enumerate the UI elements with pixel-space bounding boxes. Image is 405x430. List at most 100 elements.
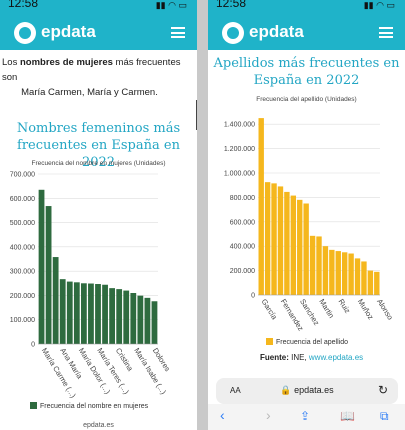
- legend-label: Frecuencia del nombre en mujeres: [40, 403, 149, 410]
- chart-title-line: Apellidos más frecuentes en: [213, 56, 400, 71]
- brand-name[interactable]: epdata: [41, 22, 96, 41]
- status-time: 12:58: [216, 0, 247, 10]
- legend[interactable]: Frecuencia del nombre en mujeres: [30, 402, 148, 410]
- address-bar[interactable]: AA 🔒 epdata.es ↻: [216, 378, 398, 404]
- y-axis-label: Frecuencia del nombre en mujeres (Unidad…: [31, 160, 166, 167]
- bar[interactable]: [341, 252, 348, 295]
- x-tick-label: García: [260, 297, 280, 322]
- x-tick-label: Muñoz: [356, 297, 376, 321]
- scroll-indicator[interactable]: [196, 100, 197, 130]
- bar[interactable]: [88, 283, 94, 344]
- intro-post: más frecuentes son: [2, 57, 181, 83]
- intro-bold: nombres de mujeres: [19, 57, 113, 68]
- address-url[interactable]: 🔒 epdata.es: [280, 385, 334, 395]
- bar[interactable]: [374, 271, 380, 295]
- bar[interactable]: [73, 282, 80, 344]
- y-axis-label: Frecuencia del apellido (Unidades): [256, 96, 357, 103]
- y-tick-label: 0: [251, 293, 255, 300]
- right-phone-screen: 12:58 ▮▮ ◠ ▭ epdata Apellidos más frecue…: [208, 0, 405, 430]
- bar[interactable]: [264, 182, 271, 295]
- bar[interactable]: [271, 183, 277, 295]
- chart-title-surnames: Apellidos más frecuentes en España en 20…: [208, 55, 405, 89]
- intro-line2: María Carmen, María y Carmen.: [21, 87, 158, 98]
- book-icon[interactable]: 📖: [340, 409, 355, 423]
- brand-name[interactable]: epdata: [249, 22, 304, 41]
- y-tick-label: 1.200.000: [224, 146, 255, 153]
- y-tick-label: 400.000: [230, 244, 255, 251]
- chart-title-line: Nombres femeninos más: [16, 121, 181, 136]
- bar[interactable]: [116, 289, 123, 344]
- hamburger-icon[interactable]: [379, 27, 393, 38]
- y-tick-label: 1.400.000: [224, 122, 255, 129]
- x-tick-label: Alonso: [375, 297, 395, 321]
- bar[interactable]: [361, 261, 367, 295]
- chart-title-names: Nombres femeninos más frecuentes en Espa…: [0, 120, 197, 171]
- bar[interactable]: [102, 284, 108, 344]
- y-tick-label: 200.000: [230, 268, 255, 275]
- bar[interactable]: [144, 297, 151, 344]
- app-header: epdata: [208, 16, 405, 50]
- bar[interactable]: [38, 189, 45, 344]
- left-phone-screen: 12:58 ▮▮ ◠ ▭ epdata Los nombres de mujer…: [0, 0, 197, 430]
- y-tick-label: 300.000: [10, 269, 35, 276]
- bar[interactable]: [329, 249, 335, 295]
- y-tick-label: 200.000: [10, 293, 35, 300]
- x-tick-label: Martin: [317, 297, 336, 319]
- intro-pre: Los: [2, 57, 20, 68]
- chevron-left-icon[interactable]: ‹: [220, 407, 225, 423]
- legend-label: Frecuencia del apellido: [276, 339, 348, 346]
- bar[interactable]: [309, 235, 316, 295]
- status-time: 12:58: [8, 0, 39, 10]
- legend-swatch: [266, 338, 273, 345]
- bar[interactable]: [137, 295, 144, 344]
- bar[interactable]: [80, 283, 87, 344]
- bar[interactable]: [367, 270, 374, 295]
- surnames-bar-chart: 0 200.000 400.000 600.000 800.000 1.000.000 1.…: [224, 118, 395, 333]
- y-tick-label: 0: [31, 342, 35, 349]
- bar[interactable]: [45, 206, 52, 344]
- bar[interactable]: [322, 246, 329, 295]
- bar[interactable]: [277, 186, 284, 295]
- share-icon[interactable]: ⇪: [300, 409, 311, 423]
- reader-aa-button[interactable]: AA: [230, 386, 241, 395]
- tabs-icon[interactable]: ⧉: [380, 409, 389, 423]
- bar[interactable]: [290, 195, 297, 295]
- status-bar: 12:58 ▮▮ ◠ ▭: [0, 0, 197, 16]
- bar[interactable]: [284, 191, 290, 295]
- bar[interactable]: [316, 236, 322, 295]
- bar[interactable]: [59, 279, 66, 344]
- legend-swatch: [30, 402, 37, 409]
- bar[interactable]: [258, 118, 264, 295]
- bar[interactable]: [95, 284, 101, 344]
- source-link[interactable]: www.epdata.es: [308, 353, 364, 362]
- status-bar: 12:58 ▮▮ ◠ ▭: [208, 0, 405, 16]
- intro-text: Los nombres de mujeres más frecuentes so…: [0, 55, 197, 100]
- bar[interactable]: [354, 258, 361, 295]
- bar[interactable]: [297, 199, 303, 295]
- source-line: Fuente: INE, www.epdata.es: [260, 353, 363, 362]
- address-url-text: epdata.es: [294, 385, 334, 395]
- bar[interactable]: [52, 257, 59, 344]
- y-tick-label: 100.000: [10, 317, 35, 324]
- epdata-logo-icon[interactable]: [222, 22, 244, 44]
- epdata-logo-icon[interactable]: [14, 22, 36, 44]
- y-tick-label: 1.000.000: [224, 171, 255, 178]
- legend[interactable]: Frecuencia del apellido: [266, 338, 348, 346]
- bar[interactable]: [109, 288, 116, 344]
- y-tick-label: 500.000: [10, 220, 35, 227]
- chevron-right-icon[interactable]: ›: [266, 407, 271, 423]
- y-tick-label: 400.000: [10, 244, 35, 251]
- bar[interactable]: [66, 281, 73, 344]
- hamburger-icon[interactable]: [171, 27, 185, 38]
- bar[interactable]: [335, 251, 341, 295]
- bar[interactable]: [151, 301, 158, 344]
- source-text: INE,: [288, 353, 309, 362]
- app-header: epdata: [0, 16, 197, 50]
- bar[interactable]: [348, 253, 354, 295]
- y-tick-label: 800.000: [230, 195, 255, 202]
- bar[interactable]: [130, 293, 137, 344]
- bar[interactable]: [123, 290, 130, 344]
- bar[interactable]: [303, 203, 309, 296]
- reload-icon[interactable]: ↻: [377, 383, 388, 397]
- chart-title-line: frecuentes en España en 2022: [17, 138, 180, 170]
